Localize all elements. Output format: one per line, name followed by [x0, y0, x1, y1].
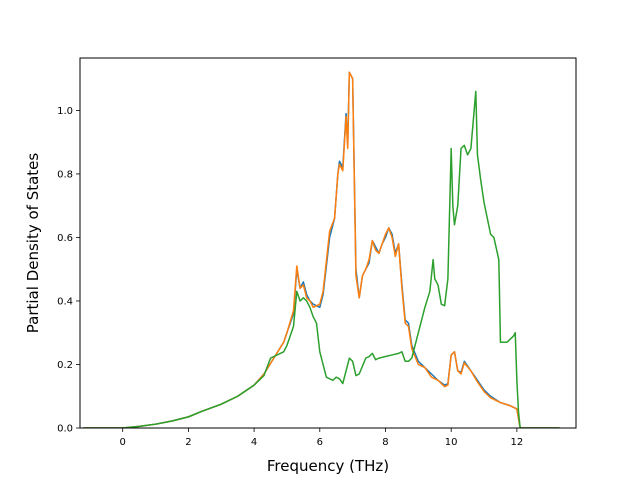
- series-line-3: [83, 90, 560, 428]
- y-tick-label: 0.0: [57, 424, 73, 435]
- y-tick-label: 0.6: [57, 233, 73, 244]
- plot-frame: [79, 57, 577, 429]
- ticks-layer: 0 2 4 6 8 10 12 0.0 0.2 0.4 0.6 0.8 1.0: [57, 106, 523, 448]
- x-tick-label: 4: [251, 437, 257, 448]
- y-tick-label: 0.8: [57, 169, 73, 180]
- x-axis-label: Frequency (THz): [267, 457, 389, 475]
- x-tick-label: 8: [382, 437, 388, 448]
- y-tick-label: 1.0: [57, 106, 73, 117]
- y-tick-label: 0.2: [57, 360, 73, 371]
- x-tick-label: 12: [511, 437, 524, 448]
- series-layer: [83, 71, 560, 428]
- series-line-2: [83, 71, 560, 428]
- y-axis-label: Partial Density of States: [24, 153, 42, 334]
- y-tick-label: 0.4: [57, 296, 73, 307]
- x-tick-label: 10: [445, 437, 458, 448]
- x-tick-label: 2: [185, 437, 191, 448]
- x-tick-label: 6: [317, 437, 323, 448]
- x-tick-label: 0: [120, 437, 126, 448]
